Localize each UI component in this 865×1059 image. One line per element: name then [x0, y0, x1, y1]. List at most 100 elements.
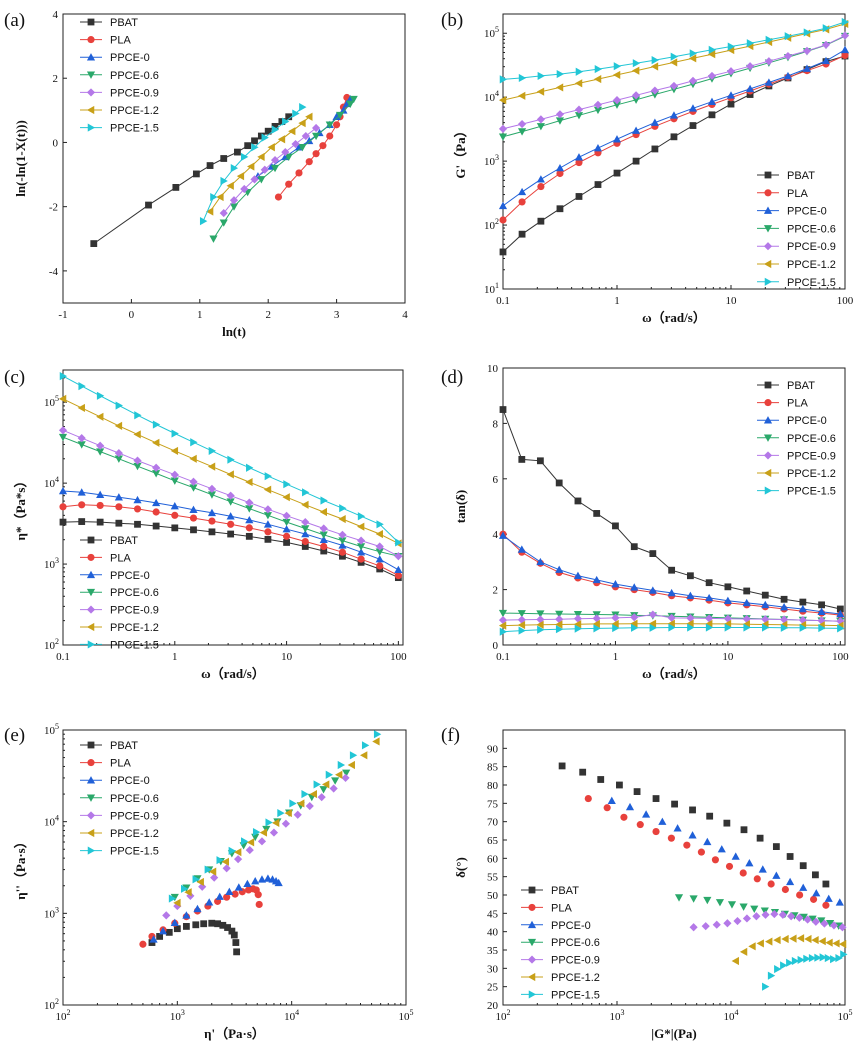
y-tick-label: 2: [493, 585, 499, 597]
data-point: [840, 950, 848, 959]
data-point: [597, 776, 605, 783]
series-ppce-0: [498, 45, 850, 210]
data-point: [630, 613, 639, 622]
data-point: [796, 934, 805, 943]
data-point: [726, 67, 736, 76]
y-tick-label: 55: [487, 872, 499, 884]
legend-marker: [86, 605, 96, 614]
data-point: [669, 111, 679, 119]
data-point: [297, 799, 305, 808]
data-point: [809, 895, 818, 903]
panel-label: (a): [4, 10, 25, 31]
data-point: [78, 501, 86, 509]
data-point: [821, 40, 831, 49]
legend-item: PPCE-1.5: [757, 486, 836, 498]
data-point: [838, 923, 847, 932]
legend-item: PPCE-0.9: [80, 87, 159, 99]
legend-marker: [87, 36, 95, 44]
data-point: [745, 859, 754, 867]
legend-marker: [86, 622, 95, 632]
data-point: [536, 115, 545, 124]
legend-item: PBAT: [521, 885, 579, 897]
data-point: [573, 571, 583, 580]
series-ppce-0.9: [498, 31, 850, 133]
data-point: [798, 604, 807, 613]
data-point: [574, 112, 584, 120]
data-point: [134, 520, 141, 528]
data-point: [263, 520, 273, 528]
data-point: [765, 937, 773, 946]
data-point: [648, 610, 657, 619]
data-point: [584, 794, 592, 803]
data-point: [376, 562, 384, 570]
data-point: [593, 74, 602, 84]
data-point: [669, 58, 678, 67]
data-point: [611, 613, 620, 622]
data-point: [764, 78, 773, 86]
x-tick-label: 10: [281, 651, 293, 663]
data-point: [338, 514, 346, 524]
data-point: [536, 557, 545, 566]
legend-marker: [763, 451, 773, 460]
legend-item: PPCE-0: [80, 570, 150, 582]
data-point: [498, 531, 508, 539]
legend-item: PLA: [521, 902, 572, 914]
y-tick-label: 45: [487, 908, 499, 920]
data-point: [689, 923, 698, 932]
data-point: [573, 620, 582, 629]
x-tick-label: 1: [172, 651, 178, 663]
legend: PBAT PLA PPCE-0 PPCE-0.6 PPCE-0.9 PPCE-1.2 PPC…: [80, 535, 159, 651]
data-point: [319, 524, 328, 533]
data-point: [753, 875, 761, 883]
data-point: [305, 136, 314, 145]
data-point: [77, 441, 86, 449]
legend-label: PLA: [551, 902, 572, 914]
data-point: [667, 613, 676, 622]
data-point: [724, 583, 732, 591]
data-point: [593, 510, 601, 517]
data-point: [264, 472, 273, 481]
data-point: [611, 579, 620, 588]
data-point: [821, 56, 831, 65]
data-point: [594, 65, 603, 74]
y-tick-label: 10: [487, 363, 499, 375]
data-point: [773, 936, 781, 945]
legend-marker: [86, 71, 96, 79]
y-axis-label: tan(δ): [453, 490, 468, 523]
data-point: [204, 865, 212, 874]
data-point: [701, 922, 710, 931]
data-point: [298, 119, 306, 128]
data-point: [196, 877, 204, 887]
data-point: [835, 953, 843, 963]
legend-label: PPCE-0.9: [551, 955, 600, 967]
data-point: [77, 434, 86, 443]
data-point: [234, 855, 243, 864]
data-point: [762, 982, 770, 991]
data-point: [574, 153, 584, 161]
legend-label: PPCE-1.5: [787, 277, 836, 289]
data-point: [320, 542, 328, 551]
legend-label: PLA: [787, 188, 808, 200]
data-point: [651, 56, 659, 65]
data-point: [674, 894, 684, 902]
legend-marker: [527, 972, 536, 982]
series-pbat: [558, 762, 830, 888]
data-point: [245, 498, 254, 507]
data-point: [325, 770, 334, 779]
panel-label: (f): [441, 725, 460, 746]
x-tick-label: 104: [724, 1008, 739, 1023]
data-point: [498, 96, 507, 105]
data-point: [168, 894, 177, 903]
data-point: [742, 598, 751, 607]
data-point: [731, 852, 740, 860]
data-point: [156, 933, 164, 940]
data-point: [246, 463, 254, 472]
data-point: [592, 575, 601, 584]
legend-marker: [763, 434, 773, 442]
legend-label: PLA: [110, 35, 131, 47]
x-axis-label: ω（rad/s）: [201, 666, 265, 681]
data-point: [575, 67, 584, 76]
data-point: [780, 595, 788, 603]
data-point: [743, 623, 751, 632]
data-point: [298, 143, 307, 152]
